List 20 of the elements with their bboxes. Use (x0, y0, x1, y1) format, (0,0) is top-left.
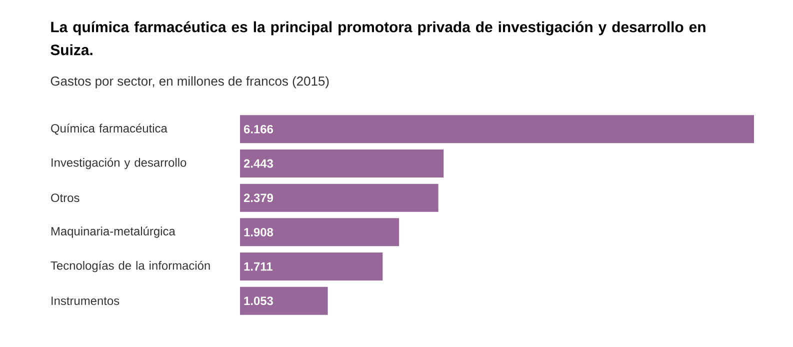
data-label: 1.908 (244, 228, 274, 236)
y-tick-label: Investigación y desarrollo (52, 158, 186, 170)
y-tick-label: Tecnologías de la información (50, 260, 210, 272)
bar (240, 150, 444, 178)
y-tick-label: Maquinaria-metalúrgica (51, 226, 176, 238)
bar (240, 184, 438, 212)
data-label: 1.711 (244, 262, 272, 271)
bar (240, 286, 328, 315)
chart-subtitle: Gastos por sector, en millones de francos (2015) (50, 76, 329, 88)
bar (240, 218, 400, 246)
data-label: 2.379 (244, 194, 273, 202)
y-tick-label: Otros (51, 194, 80, 202)
chart-title: La química farmacéutica es la principal promotora privada de investigación y desarrollo en Suiza. (50, 21, 706, 56)
data-label: 1.053 (244, 296, 274, 306)
y-tick-label: Química farmacéutica (51, 124, 168, 135)
data-label: 6.166 (244, 124, 274, 134)
bar (240, 252, 383, 281)
bar (240, 115, 754, 144)
data-label: 2.443 (244, 159, 274, 168)
y-tick-label: Instrumentos (52, 296, 120, 305)
